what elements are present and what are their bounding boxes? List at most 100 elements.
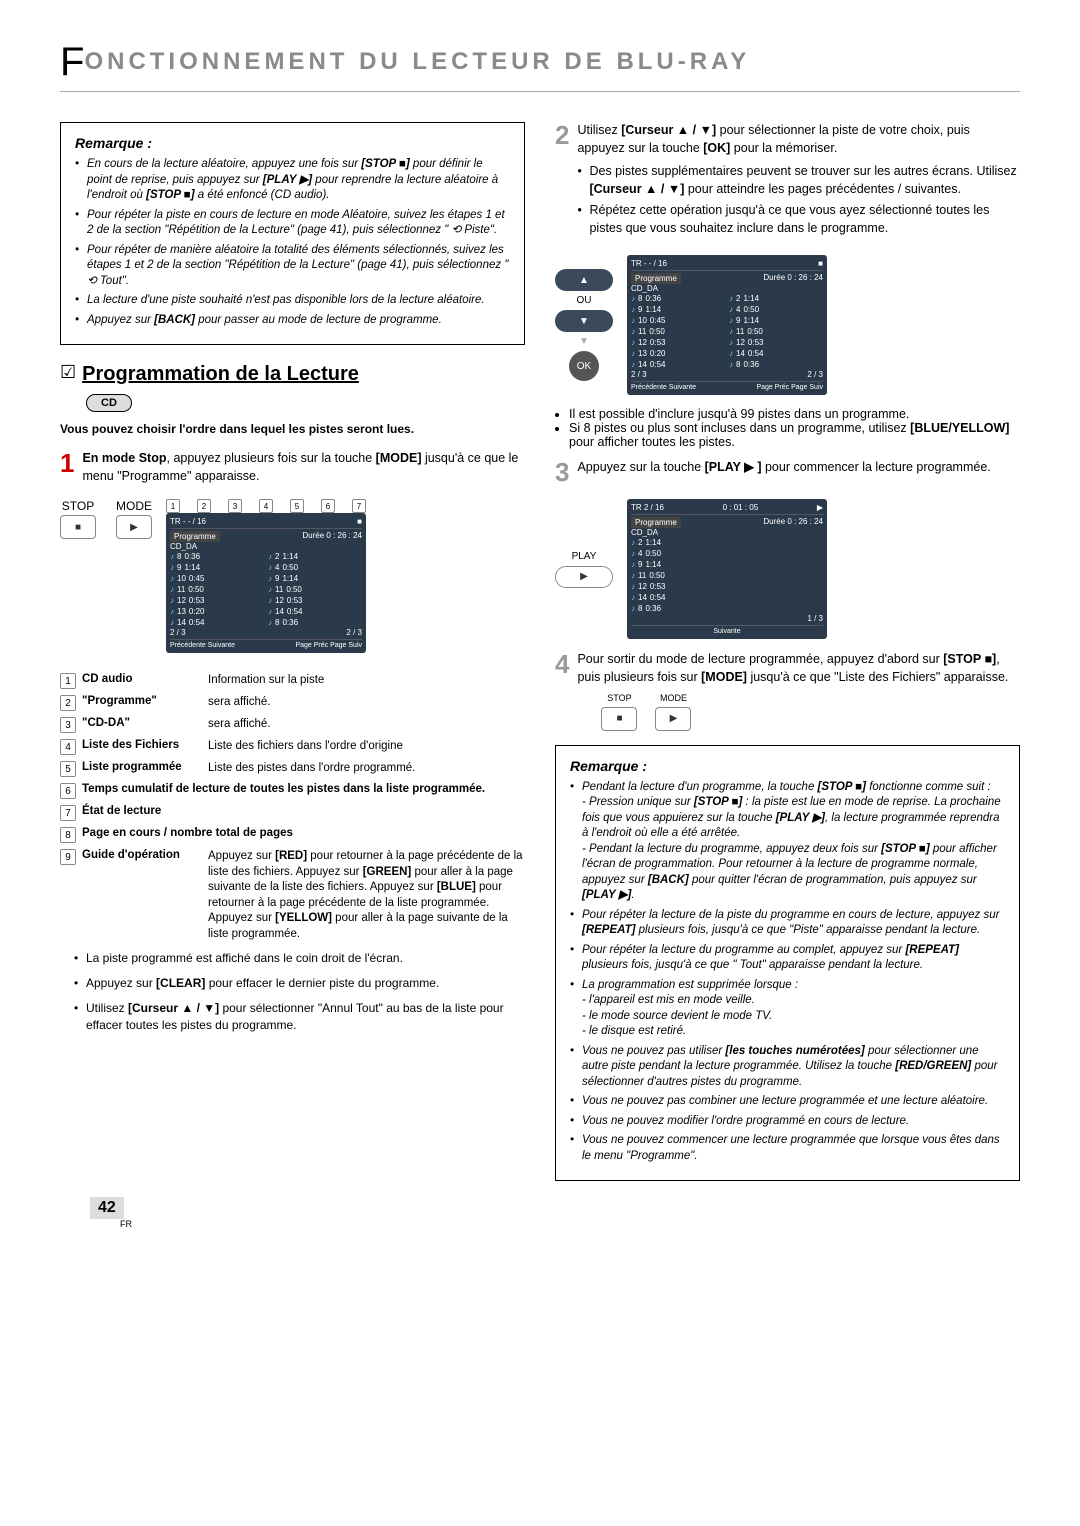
legend-num: 7 bbox=[60, 805, 76, 821]
track-row: ♪140:54 bbox=[170, 617, 264, 628]
track-row: ♪21:14 bbox=[729, 293, 823, 304]
screen2-stop-icon: ■ bbox=[818, 259, 823, 268]
track-row: ♪40:50 bbox=[268, 562, 362, 573]
screen3-tr: TR 2 / 16 bbox=[631, 503, 664, 512]
screen1-tr: TR - - / 16 bbox=[170, 517, 206, 526]
legend-row: 7État de lecture bbox=[60, 805, 525, 821]
screen2-prog: Programme bbox=[631, 273, 681, 284]
fr-label: FR bbox=[120, 1219, 132, 1229]
remark-item: Vous ne pouvez pas combiner une lecture … bbox=[570, 1094, 1005, 1110]
legend-row: 2 "Programme" sera affiché. bbox=[60, 695, 525, 711]
legend-num: 2 bbox=[60, 695, 76, 711]
play-button: ▶ bbox=[555, 566, 613, 588]
callout-num: 6 bbox=[321, 499, 335, 513]
track-row: ♪110:50 bbox=[170, 584, 264, 595]
remark-item: Pour répéter la piste en cours de lectur… bbox=[75, 208, 510, 239]
cursor-ok-buttons: ▲ OU ▼ ▼ OK bbox=[555, 269, 613, 381]
section-header: ☑ Programmation de la Lecture bbox=[60, 363, 525, 386]
remark-list-right: Pendant la lecture d'un programme, la to… bbox=[570, 780, 1005, 1165]
remark-list-left: En cours de la lecture aléatoire, appuye… bbox=[75, 157, 510, 328]
legend-num: 8 bbox=[60, 827, 76, 843]
track-row: ♪120:53 bbox=[631, 337, 725, 348]
track-row: ♪21:14 bbox=[631, 537, 823, 548]
screen3-duree: Durée bbox=[763, 517, 785, 526]
legend-term: "Programme" bbox=[82, 695, 202, 711]
remark-item: Répétez cette opération jusqu'à ce que v… bbox=[577, 202, 1020, 237]
track-row: ♪120:53 bbox=[729, 337, 823, 348]
remark-title: Remarque : bbox=[75, 135, 510, 151]
step-4-body: Pour sortir du mode de lecture programmé… bbox=[577, 651, 1020, 731]
screen-programme-2: TR - - / 16 ■ Programme Durée 0 : 26 : 2… bbox=[627, 255, 827, 395]
legend-term: CD audio bbox=[82, 673, 202, 689]
screen3-cdda: CD_DA bbox=[631, 528, 823, 537]
screen3-time: 0 : 26 : 24 bbox=[787, 517, 823, 526]
callout-num: 5 bbox=[290, 499, 304, 513]
screen2-tr: TR - - / 16 bbox=[631, 259, 667, 268]
step-2-bullets: Des pistes supplémentaires peuvent se tr… bbox=[577, 163, 1020, 237]
track-row: ♪91:14 bbox=[729, 315, 823, 326]
remark-item: Pour répéter de manière aléatoire la tot… bbox=[75, 243, 510, 290]
cursor-up-button: ▲ bbox=[555, 269, 613, 291]
track-row: ♪91:14 bbox=[631, 559, 823, 570]
screen2-foot-r: Page Préc Page Suiv bbox=[756, 384, 823, 391]
step-2-text: Utilisez [Curseur ▲ / ▼] pour sélectionn… bbox=[577, 123, 969, 155]
screen2-pager-l: 2 / 3 bbox=[631, 370, 647, 379]
callout-num: 2 bbox=[197, 499, 211, 513]
legend-desc: sera affiché. bbox=[208, 695, 525, 711]
track-row: ♪80:36 bbox=[268, 617, 362, 628]
track-row: ♪110:50 bbox=[268, 584, 362, 595]
track-row: ♪80:36 bbox=[729, 359, 823, 370]
track-row: ♪110:50 bbox=[631, 326, 725, 337]
track-row: ♪80:36 bbox=[631, 293, 725, 304]
track-row: ♪140:54 bbox=[268, 606, 362, 617]
step-4: 4 Pour sortir du mode de lecture program… bbox=[555, 651, 1020, 731]
step4-mode-icon: ▶ bbox=[655, 707, 691, 731]
legend-row: 9Guide d'opérationAppuyez sur [RED] pour… bbox=[60, 849, 525, 942]
cursor-down-button: ▼ bbox=[555, 310, 613, 332]
track-row: ♪140:54 bbox=[729, 348, 823, 359]
step4-buttons: STOP ■ MODE ▶ bbox=[601, 692, 1020, 731]
right-column: 2 Utilisez [Curseur ▲ / ▼] pour sélectio… bbox=[555, 122, 1020, 1199]
track-row: ♪140:54 bbox=[631, 592, 823, 603]
screen1-prog: Programme bbox=[170, 531, 220, 542]
remark-item: Si 8 pistes ou plus sont incluses dans u… bbox=[569, 421, 1020, 449]
remark-item: Pendant la lecture d'un programme, la to… bbox=[570, 780, 1005, 904]
step-2: 2 Utilisez [Curseur ▲ / ▼] pour sélectio… bbox=[555, 122, 1020, 241]
step3-illustration: PLAY ▶ TR 2 / 16 0 : 01 : 05 ▶ Programme… bbox=[555, 499, 1020, 639]
remark-title-right: Remarque : bbox=[570, 758, 1005, 774]
down-arrow-icon: ▼ bbox=[579, 336, 589, 347]
stop-mode-buttons: STOP ■ MODE ▶ bbox=[60, 499, 152, 539]
remark-item: Vous ne pouvez commencer une lecture pro… bbox=[570, 1133, 1005, 1164]
step4-stop-label: STOP bbox=[607, 692, 631, 705]
legend-row: 8Page en cours / nombre total de pages bbox=[60, 827, 525, 843]
track-row: ♪40:50 bbox=[729, 304, 823, 315]
step-2-after-bullets: Il est possible d'inclure jusqu'à 99 pis… bbox=[569, 407, 1020, 449]
track-row: ♪130:20 bbox=[170, 606, 264, 617]
screen2-foot-l: Précédente Suivante bbox=[631, 384, 696, 391]
legend-term: Guide d'opération bbox=[82, 849, 202, 942]
track-row: ♪110:50 bbox=[729, 326, 823, 337]
track-row: ♪100:45 bbox=[170, 573, 264, 584]
screen1-foot-l: Précédente Suivante bbox=[170, 642, 235, 649]
callout-num: 4 bbox=[259, 499, 273, 513]
page-number: 42 bbox=[90, 1197, 124, 1219]
legend-term: Liste programmée bbox=[82, 761, 202, 777]
step2-illustration: ▲ OU ▼ ▼ OK TR - - / 16 ■ Programme Duré… bbox=[555, 255, 1020, 395]
step-3: 3 Appuyez sur la touche [PLAY ▶ ] pour c… bbox=[555, 459, 1020, 485]
screen3-pager: 1 / 3 bbox=[631, 614, 823, 623]
screen1-time: 0 : 26 : 24 bbox=[326, 531, 362, 540]
remark-item: Vous ne pouvez modifier l'ordre programm… bbox=[570, 1114, 1005, 1130]
legend-num: 3 bbox=[60, 717, 76, 733]
checkbox-icon: ☑ bbox=[60, 363, 76, 381]
screen2-time: 0 : 26 : 24 bbox=[787, 273, 823, 282]
track-row: ♪130:20 bbox=[631, 348, 725, 359]
section-title: Programmation de la Lecture bbox=[82, 363, 359, 386]
remark-item: Pour répéter la lecture du programme au … bbox=[570, 943, 1005, 974]
legend-term: "CD-DA" bbox=[82, 717, 202, 733]
screen1-foot-r: Page Préc Page Suiv bbox=[295, 642, 362, 649]
legend-num: 6 bbox=[60, 783, 76, 799]
screen2-duree: Durée bbox=[763, 273, 785, 282]
legend-row: 4Liste des FichiersListe des fichiers da… bbox=[60, 739, 525, 755]
remark-item: Appuyez sur [CLEAR] pour effacer le dern… bbox=[74, 975, 525, 992]
track-row: ♪100:45 bbox=[631, 315, 725, 326]
